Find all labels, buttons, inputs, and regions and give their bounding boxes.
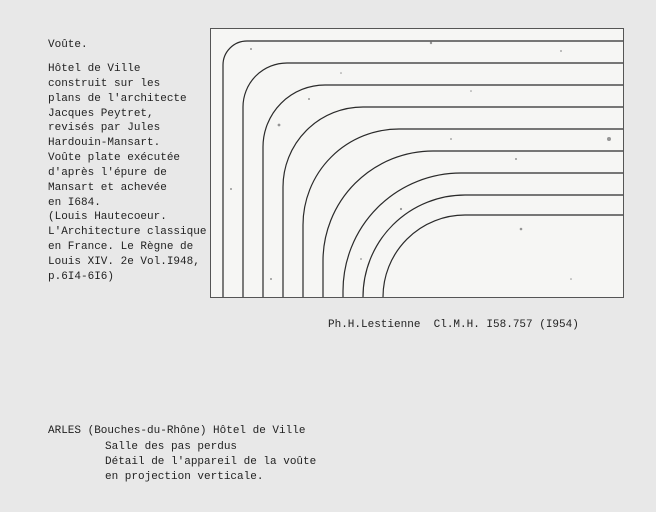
caption-main: ARLES (Bouches-du-Rhône) Hôtel de Ville [48, 424, 608, 439]
photo-credit: Ph.H.Lestienne Cl.M.H. I58.757 (I954) [328, 318, 579, 333]
vault-diagram [210, 28, 624, 298]
archival-card: Voûte. Hôtel de Ville construit sur les … [0, 0, 656, 512]
description-text: Hôtel de Ville construit sur les plans d… [48, 62, 208, 285]
caption-sub: Salle des pas perdus Détail de l'apparei… [105, 440, 605, 485]
title-text: Voûte. [48, 38, 88, 53]
vault-svg [211, 29, 623, 297]
